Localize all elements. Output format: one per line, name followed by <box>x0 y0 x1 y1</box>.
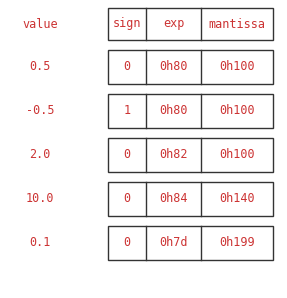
Text: value: value <box>22 18 58 30</box>
Text: mantissa: mantissa <box>208 18 265 30</box>
Text: 0h80: 0h80 <box>159 105 188 117</box>
Text: 10.0: 10.0 <box>26 193 54 206</box>
Text: 0h82: 0h82 <box>159 148 188 162</box>
Text: 0.5: 0.5 <box>29 60 51 74</box>
Text: 0: 0 <box>123 148 131 162</box>
Text: 0h100: 0h100 <box>219 148 255 162</box>
Text: 0: 0 <box>123 193 131 206</box>
Bar <box>108 138 273 172</box>
Bar <box>108 182 273 216</box>
Text: 0h140: 0h140 <box>219 193 255 206</box>
Bar <box>108 50 273 84</box>
Text: 0: 0 <box>123 60 131 74</box>
Text: 0h199: 0h199 <box>219 237 255 249</box>
Text: 0: 0 <box>123 237 131 249</box>
Bar <box>108 94 273 128</box>
Text: 1: 1 <box>123 105 131 117</box>
Text: 0h7d: 0h7d <box>159 237 188 249</box>
Text: 0h80: 0h80 <box>159 60 188 74</box>
Text: 0h100: 0h100 <box>219 60 255 74</box>
Text: 0h100: 0h100 <box>219 105 255 117</box>
Text: 0.1: 0.1 <box>29 237 51 249</box>
Bar <box>108 8 273 40</box>
Text: 2.0: 2.0 <box>29 148 51 162</box>
Text: exp: exp <box>163 18 184 30</box>
Text: 0h84: 0h84 <box>159 193 188 206</box>
Text: -0.5: -0.5 <box>26 105 54 117</box>
Text: sign: sign <box>113 18 141 30</box>
Bar <box>108 226 273 260</box>
